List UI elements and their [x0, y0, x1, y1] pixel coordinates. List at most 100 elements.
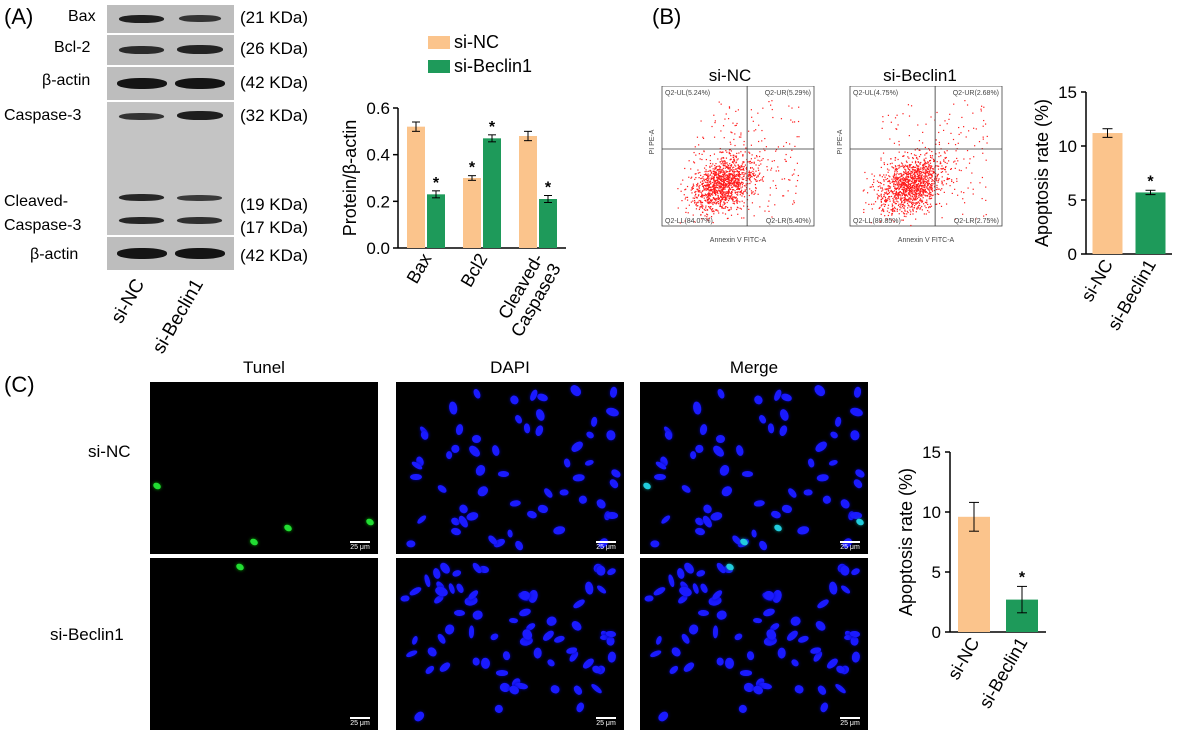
nucleus	[711, 444, 727, 459]
nucleus	[408, 584, 423, 597]
scale-bar-line	[350, 717, 370, 719]
tunel-column-title: DAPI	[490, 358, 530, 377]
tunel-column-title: Merge	[729, 358, 779, 377]
scale-bar: 25 μm	[347, 541, 373, 551]
nucleus	[507, 529, 514, 538]
significance-mark: *	[545, 180, 552, 197]
bar	[407, 126, 425, 248]
nucleus	[652, 584, 667, 597]
blot-band	[117, 248, 167, 259]
nucleus	[679, 632, 691, 646]
nucleus	[595, 564, 606, 576]
nucleus	[509, 394, 521, 406]
nucleus	[751, 529, 758, 538]
nucleus	[549, 684, 561, 696]
nucleus	[450, 526, 462, 536]
blot-kda: (26 KDa)	[240, 39, 309, 58]
nucleus	[753, 394, 765, 406]
nucleus	[719, 484, 734, 499]
nucleus	[457, 502, 470, 515]
blot-band	[179, 15, 221, 22]
nucleus	[839, 564, 850, 576]
y-axis-label: Protein/β-actin	[340, 120, 360, 236]
nucleus	[445, 451, 453, 460]
bar	[463, 178, 481, 248]
nucleus	[437, 660, 452, 674]
nucleus	[853, 467, 866, 479]
nucleus	[609, 467, 622, 479]
nucleus	[667, 664, 680, 676]
nucleus	[423, 664, 436, 676]
nucleus	[490, 444, 501, 458]
y-axis-label: Apoptosis rate (%)	[1032, 99, 1052, 247]
nucleus	[488, 632, 499, 642]
nucleus	[553, 634, 566, 644]
nucleus	[590, 415, 599, 428]
nucleus	[537, 503, 550, 514]
scale-bar-line	[350, 541, 370, 543]
bar	[519, 136, 537, 248]
quadrant-label-ur: Q2-UR(5.29%)	[765, 90, 811, 97]
scale-bar: 25 μm	[593, 717, 619, 727]
nucleus	[656, 709, 671, 723]
significance-mark: *	[433, 175, 440, 192]
nucleus	[653, 474, 666, 481]
blot-band	[119, 194, 164, 201]
nucleus	[605, 406, 620, 418]
nucleus	[828, 458, 839, 467]
scale-bar-label: 25 μm	[596, 720, 616, 727]
nucleus	[546, 658, 557, 669]
nucleus	[606, 566, 618, 576]
nucleus	[803, 488, 813, 496]
nucleus	[834, 415, 843, 428]
nucleus	[609, 386, 618, 399]
blot-band	[119, 113, 164, 120]
flow-x-axis-label: Annexin V FITC-A	[898, 237, 955, 244]
nucleus	[412, 709, 427, 723]
nucleus	[649, 648, 663, 659]
tunel-row-label: si-NC	[88, 442, 131, 461]
x-tick-label: si-Beclin1	[975, 634, 1031, 712]
nucleus	[781, 503, 794, 514]
nucleus	[767, 422, 775, 434]
y-tick-label: 0.2	[366, 192, 390, 211]
nucleus	[534, 423, 545, 437]
legend-label: si-NC	[454, 32, 499, 52]
lane-label: si-NC	[106, 275, 149, 328]
tunel-positive-cell	[283, 523, 293, 533]
nucleus	[495, 669, 509, 676]
nucleus	[559, 488, 569, 496]
quadrant-label-ul: Q2-UL(5.24%)	[665, 90, 710, 97]
nucleus	[701, 502, 714, 515]
quadrant-label-ul: Q2-UL(4.75%)	[853, 90, 898, 97]
nucleus	[694, 526, 706, 536]
blot-band	[177, 195, 222, 201]
nucleus	[851, 651, 861, 664]
scale-bar: 25 μm	[837, 541, 863, 551]
blot-kda: (42 KDa)	[240, 73, 309, 92]
nucleus	[595, 583, 608, 595]
nucleus	[400, 594, 410, 602]
legend-label: si-Beclin1	[454, 56, 532, 76]
nucleus	[590, 682, 604, 695]
nucleus	[689, 451, 697, 460]
nucleus	[481, 657, 491, 670]
nucleus	[667, 573, 676, 587]
nucleus	[534, 407, 547, 423]
x-tick-label: Bax	[403, 250, 436, 287]
bar	[427, 194, 445, 248]
nucleus	[435, 483, 448, 495]
y-tick-label: 0	[1068, 245, 1077, 264]
tunel-column-title: Tunel	[243, 358, 285, 377]
nucleus	[473, 463, 487, 477]
nucleus	[455, 582, 466, 594]
nucleus	[849, 406, 864, 418]
nucleus	[455, 423, 465, 436]
flow-plot-title: si-Beclin1	[883, 66, 957, 85]
nucleus	[509, 499, 521, 508]
blot-kda: (21 KDa)	[240, 8, 309, 27]
nucleus	[757, 413, 767, 425]
nucleus	[546, 615, 559, 628]
nucleus	[851, 477, 864, 490]
nucleus	[453, 609, 466, 616]
